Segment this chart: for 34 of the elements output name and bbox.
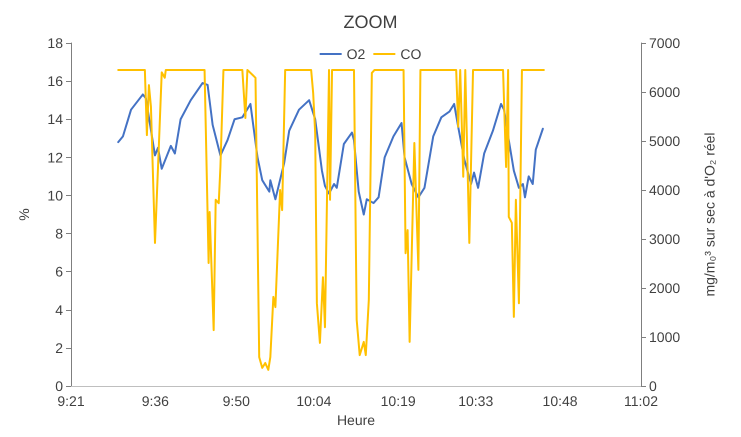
y2-tick-label: 1000 (649, 329, 680, 345)
x-tick-label: 10:04 (296, 393, 332, 409)
legend-label: O2 (346, 46, 366, 62)
y-tick-label: 16 (47, 73, 64, 90)
y-tick-label: 0 (55, 378, 64, 394)
x-tick-label: 9:36 (142, 393, 170, 409)
x-tick-label: 11:02 (624, 393, 658, 409)
x-tick-label: 10:19 (380, 393, 416, 409)
x-tick-label: 9:21 (57, 393, 85, 409)
y2-tick-label: 7000 (649, 35, 680, 51)
y2-tick-label: 5000 (649, 133, 680, 149)
y-tick-label: 12 (47, 149, 64, 166)
x-axis-title: Heure (336, 412, 376, 428)
y-tick-label: 18 (47, 35, 64, 51)
x-tick-label: 10:48 (542, 393, 578, 409)
x-tick-label: 10:33 (458, 393, 494, 409)
y-axis-title: % (16, 208, 32, 221)
y2-axis-title: mg/m₀³ sur sec à d'O₂ réel (702, 132, 718, 297)
y2-tick-label: 0 (649, 378, 657, 394)
y2-tick-label: 3000 (649, 231, 680, 247)
line-series (117, 82, 544, 216)
y-tick-label: 2 (55, 340, 64, 356)
y-tick-label: 6 (55, 264, 64, 280)
y-tick-label: 8 (55, 226, 64, 242)
y-tick-label: 4 (55, 302, 64, 318)
y-tick-label: 10 (47, 187, 64, 204)
y2-tick-label: 2000 (649, 280, 680, 296)
legend-label: CO (400, 46, 422, 62)
chart-title: ZOOM (344, 12, 398, 32)
y-tick-label: 14 (47, 111, 64, 128)
line-series (117, 68, 545, 371)
x-tick-label: 9:50 (222, 393, 250, 409)
y2-tick-label: 6000 (649, 84, 680, 100)
y2-tick-label: 4000 (649, 182, 680, 198)
